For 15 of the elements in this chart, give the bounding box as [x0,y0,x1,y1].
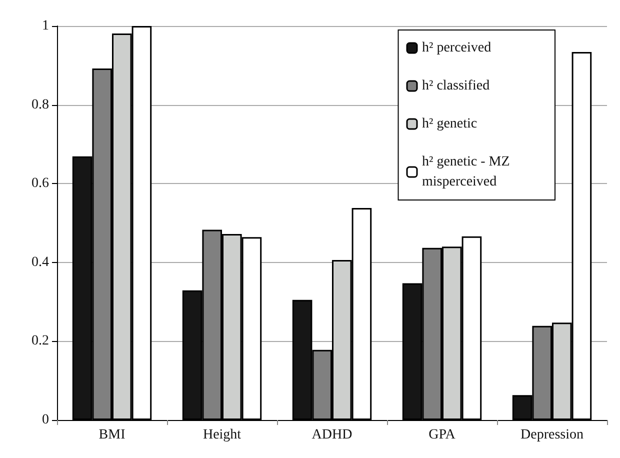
x-tick-label: Height [202,428,242,442]
legend-label: h² perceived [422,40,492,56]
y-tick-label: 0.6 [32,176,49,192]
x-tick-label: ADHD [312,428,352,442]
legend-label: h² classified [422,78,490,94]
x-tick-label: GPA [428,428,456,442]
x-tick-label: Depression [520,428,584,442]
y-tick-label: 0.4 [32,254,49,270]
y-tick-label: 0 [42,412,49,428]
y-tick-label: 0.8 [32,97,49,112]
x-tick-label: BMI [98,428,126,442]
y-tick-label: 1 [42,18,49,34]
y-tick-label: 0.2 [32,334,49,349]
legend-label: h² genetic [422,116,478,132]
legend-label: h² genetic - MZ misperceived [422,154,514,190]
